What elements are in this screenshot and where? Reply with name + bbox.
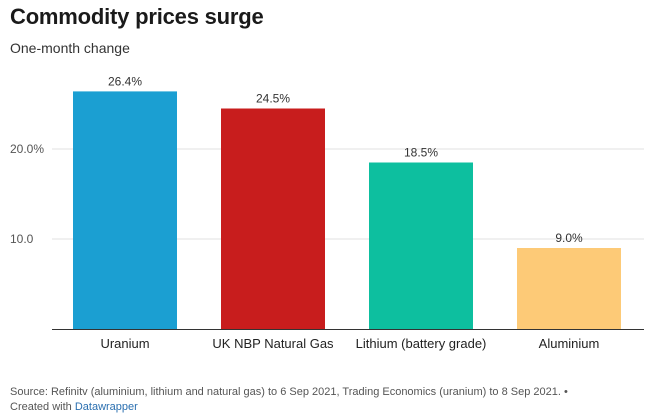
credit-note: Created with Datawrapper: [10, 401, 138, 413]
bar-0: [73, 91, 177, 330]
bar-2: [369, 162, 473, 329]
chart-title: Commodity prices surge: [10, 4, 264, 29]
value-label-0: 26.4%: [108, 74, 142, 88]
y-tick-label-1: 20.0%: [10, 142, 44, 156]
bar-chart: 10.0 20.0% 26.4% Uranium 24.5% UK NBP Natural…: [10, 74, 644, 351]
value-label-2: 18.5%: [404, 146, 438, 160]
credit-prefix: Created with: [10, 401, 72, 413]
bar-1: [221, 108, 325, 329]
value-label-3: 9.0%: [555, 231, 583, 245]
category-label-0: Uranium: [100, 336, 149, 351]
category-label-1: UK NBP Natural Gas: [212, 336, 334, 351]
y-tick-label-0: 10.0: [10, 232, 34, 246]
category-label-2: Lithium (battery grade): [356, 336, 487, 351]
bar-3: [517, 248, 621, 329]
category-label-3: Aluminium: [539, 336, 600, 351]
value-label-1: 24.5%: [256, 92, 290, 106]
chart-subtitle: One-month change: [10, 40, 130, 56]
datawrapper-link[interactable]: Datawrapper: [74, 401, 138, 413]
source-note: Source: Refinitv (aluminium, lithium and…: [10, 386, 568, 398]
